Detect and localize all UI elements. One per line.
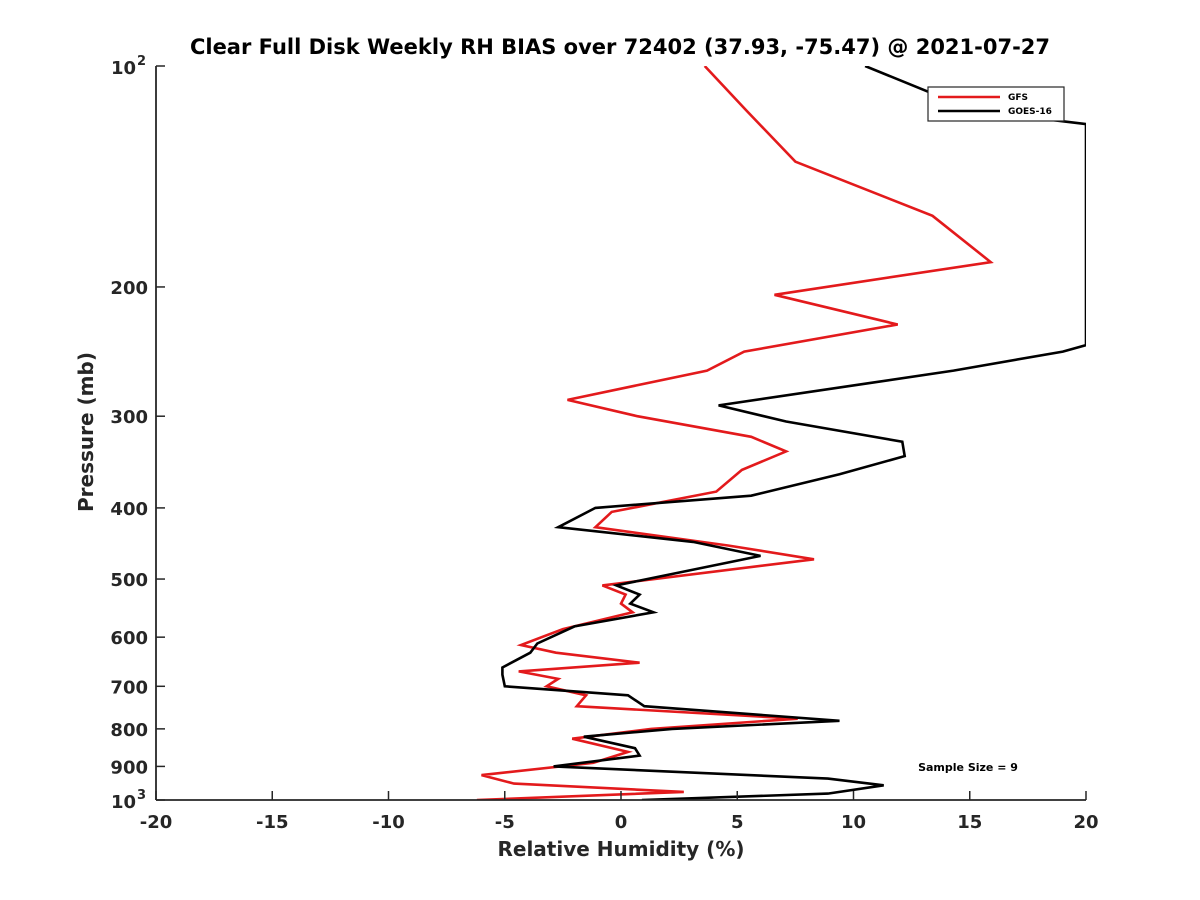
y-tick-label: 10 (111, 58, 136, 79)
y-tick-label: 200 (110, 278, 148, 299)
legend-label-goes-16: GOES-16 (1008, 107, 1052, 117)
y-tick-exponent: 3 (137, 788, 146, 803)
y-tick-label: 10 (111, 792, 136, 813)
series-layer (476, 66, 1086, 800)
y-tick-label: 400 (110, 499, 148, 520)
plot-background (156, 66, 1086, 800)
legend-box (927, 86, 1065, 122)
x-tick-label: 5 (731, 812, 744, 833)
x-tick-label: 15 (957, 812, 982, 833)
x-tick-label: 10 (841, 812, 866, 833)
legend: GFS GOES-16 (927, 86, 1065, 122)
y-tick-label: 800 (110, 720, 148, 741)
x-tick-label: 20 (1073, 812, 1098, 833)
y-tick-label: 900 (110, 757, 148, 778)
y-tick-label: 300 (110, 407, 148, 428)
y-tick-label: 600 (110, 628, 148, 649)
x-tick-label: -15 (256, 812, 289, 833)
y-tick-exponent: 2 (137, 54, 146, 69)
x-tick-label: 0 (615, 812, 628, 833)
x-tick-label: -5 (495, 812, 515, 833)
y-axis-label: Pressure (mb) (74, 352, 98, 512)
x-axis-label: Relative Humidity (%) (497, 837, 744, 861)
axes-layer: -20 -15 -10 -5 0 5 10 15 20 200 300 400 500 600 700 800… (110, 54, 1098, 833)
legend-label-gfs: GFS (1008, 93, 1028, 103)
y-tick-label: 700 (110, 677, 148, 698)
sample-size-annotation: Sample Size = 9 (918, 761, 1018, 774)
x-tick-label: -10 (372, 812, 405, 833)
series-line-goes-16 (501, 66, 1086, 800)
x-tick-label: -20 (140, 812, 173, 833)
plot-area (156, 66, 1086, 800)
y-tick-label: 500 (110, 570, 148, 591)
chart-title: Clear Full Disk Weekly RH BIAS over 7240… (190, 35, 1050, 59)
